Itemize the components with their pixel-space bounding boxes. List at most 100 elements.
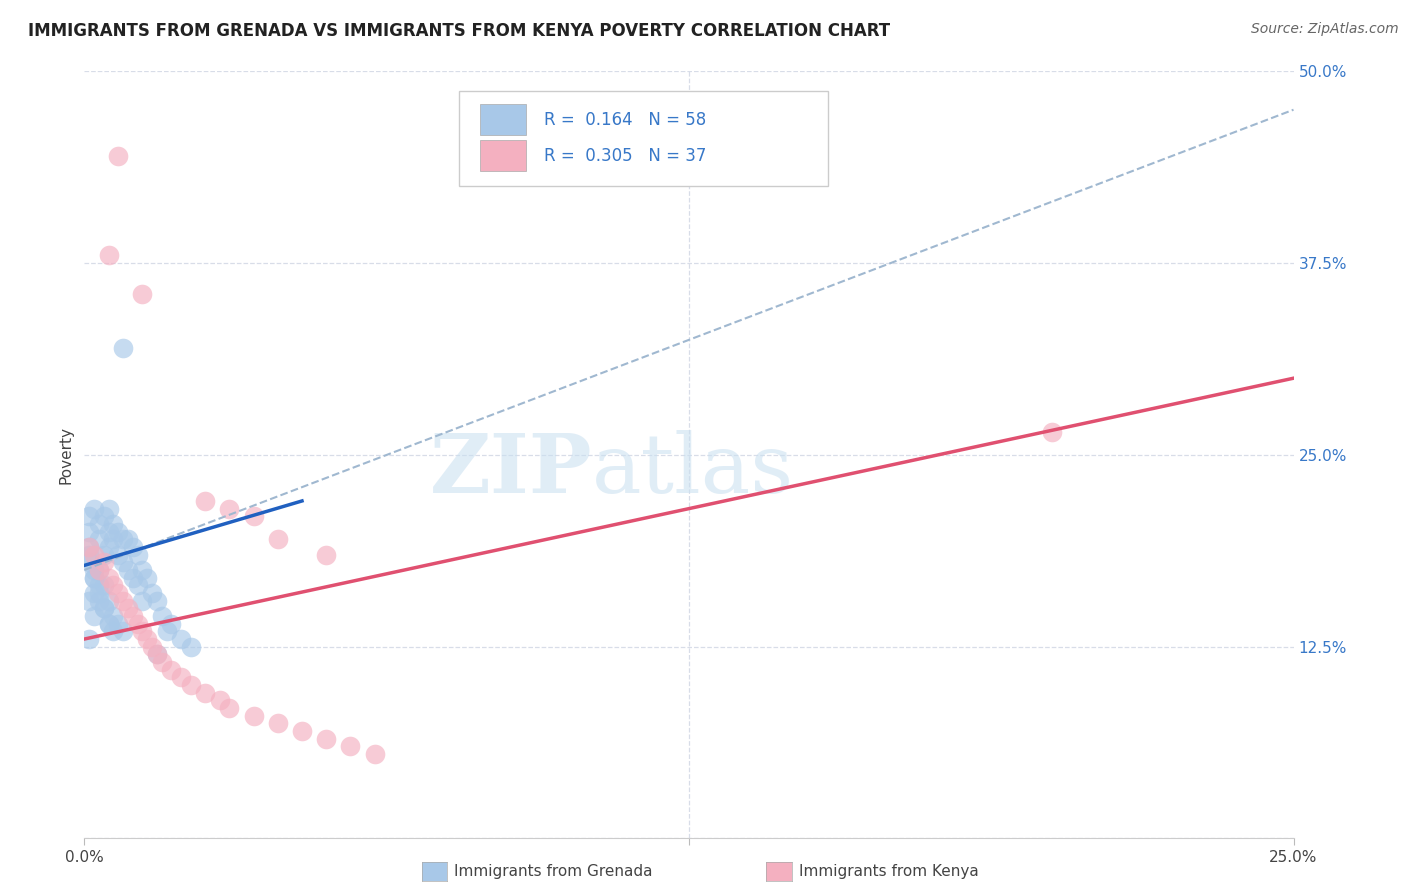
Point [155, 624, 177, 639]
Point [121, 571, 143, 585]
Point [141, 586, 163, 600]
Point [97, 593, 120, 607]
Point [83, 571, 105, 585]
Point [121, 609, 143, 624]
Point [117, 563, 139, 577]
Point [77, 632, 100, 646]
Point [127, 578, 149, 592]
Point [107, 524, 129, 539]
Point [117, 533, 139, 547]
Point [97, 616, 120, 631]
Text: R =  0.305   N = 37: R = 0.305 N = 37 [544, 147, 706, 165]
Point [103, 609, 125, 624]
Point [93, 601, 115, 615]
Point [117, 601, 139, 615]
Point [146, 648, 169, 662]
Point [127, 548, 149, 562]
Point [83, 548, 105, 562]
Point [97, 524, 120, 539]
Point [87, 533, 110, 547]
Text: IMMIGRANTS FROM GRENADA VS IMMIGRANTS FROM KENYA POVERTY CORRELATION CHART: IMMIGRANTS FROM GRENADA VS IMMIGRANTS FR… [28, 22, 890, 40]
Point [141, 640, 163, 654]
Text: ZIP: ZIP [430, 430, 592, 510]
Point [83, 571, 105, 585]
Point [93, 548, 115, 562]
Point [77, 555, 100, 569]
Point [103, 624, 125, 639]
Point [97, 248, 120, 262]
Point [131, 563, 153, 577]
Point [131, 624, 153, 639]
Point [339, 739, 361, 754]
Point [363, 747, 385, 761]
FancyBboxPatch shape [479, 104, 526, 135]
Point [107, 149, 129, 163]
Point [218, 701, 240, 715]
FancyBboxPatch shape [460, 91, 828, 186]
Point [83, 586, 105, 600]
Point [150, 655, 173, 669]
Point [87, 593, 110, 607]
Point [194, 494, 217, 508]
Point [97, 616, 120, 631]
Point [77, 548, 100, 562]
Point [93, 601, 115, 615]
Point [170, 632, 193, 646]
Point [315, 731, 337, 746]
Point [180, 678, 202, 692]
Point [146, 648, 169, 662]
Point [160, 616, 183, 631]
Point [242, 708, 264, 723]
Point [208, 693, 231, 707]
Point [107, 616, 129, 631]
Point [112, 555, 135, 569]
Text: atlas: atlas [592, 430, 794, 510]
Point [267, 716, 290, 731]
Point [77, 524, 100, 539]
Point [242, 509, 264, 524]
Point [87, 516, 110, 531]
Point [83, 563, 105, 577]
Point [112, 593, 135, 607]
FancyBboxPatch shape [479, 140, 526, 171]
Point [131, 286, 153, 301]
Point [315, 548, 337, 562]
Point [127, 616, 149, 631]
Point [131, 593, 153, 607]
Point [170, 670, 193, 684]
Point [180, 640, 202, 654]
Point [83, 501, 105, 516]
Point [87, 563, 110, 577]
Point [83, 609, 105, 624]
Point [194, 686, 217, 700]
Point [150, 609, 173, 624]
Point [107, 548, 129, 562]
Text: Immigrants from Grenada: Immigrants from Grenada [454, 864, 652, 879]
Point [107, 586, 129, 600]
Point [77, 540, 100, 554]
Point [112, 341, 135, 355]
Point [93, 555, 115, 569]
Text: Immigrants from Kenya: Immigrants from Kenya [799, 864, 979, 879]
Point [291, 724, 314, 739]
Point [77, 509, 100, 524]
Point [112, 533, 135, 547]
Point [93, 509, 115, 524]
Point [1040, 425, 1063, 439]
Point [97, 501, 120, 516]
Y-axis label: Poverty: Poverty [58, 425, 73, 484]
Point [103, 578, 125, 592]
Point [267, 533, 290, 547]
Point [97, 540, 120, 554]
Point [103, 516, 125, 531]
Text: R =  0.164   N = 58: R = 0.164 N = 58 [544, 111, 706, 128]
Point [121, 540, 143, 554]
Point [87, 563, 110, 577]
Point [97, 571, 120, 585]
Point [160, 663, 183, 677]
Point [87, 586, 110, 600]
Point [87, 578, 110, 592]
Point [103, 533, 125, 547]
Point [218, 501, 240, 516]
Point [146, 593, 169, 607]
